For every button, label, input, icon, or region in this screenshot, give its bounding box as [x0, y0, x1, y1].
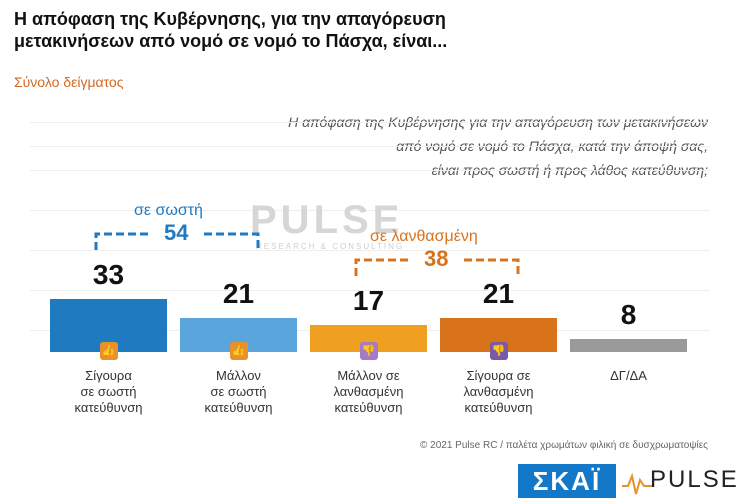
group-bracket-wrong [354, 258, 520, 276]
gridline [30, 170, 710, 171]
category-label-line: Μάλλον [216, 368, 261, 383]
gridline [30, 290, 710, 291]
category-label-line: σε σωστή [80, 384, 137, 399]
survey-question: Η απόφαση της Κυβέρνησης για την απαγόρε… [148, 110, 708, 182]
gridline [30, 122, 710, 123]
thumbs-up-icon: 👍 [229, 342, 248, 360]
skai-logo: ΣΚΑΪ [518, 464, 616, 498]
group-total-wrong: 38 [424, 246, 449, 271]
category-label-line: Σίγουρα [85, 368, 132, 383]
bar-value-label: 17 [352, 284, 385, 316]
footer-palette-note: παλέτα χρωμάτων φιλική σε δυσχρωματοψίες [505, 440, 708, 451]
category-label-line: κατεύθυνση [464, 400, 533, 415]
gridline [30, 146, 710, 147]
category-label: ΔΓ/ΔΑ [570, 368, 687, 384]
footer-separator: / [500, 440, 503, 451]
gridline [30, 210, 710, 211]
double-thumbs-up-icon: 👍 [99, 342, 118, 360]
category-label: Σίγουρα σε λανθασμένη κατεύθυνση [440, 368, 557, 416]
gridline [30, 250, 710, 251]
bar-value-label: 33 [92, 259, 125, 291]
category-label: Σίγουρα σε σωστή κατεύθυνση [50, 368, 167, 416]
category-label-line: κατεύθυνση [334, 400, 403, 415]
chart-title-line1: Η απόφαση της Κυβέρνησης, για την απαγόρ… [14, 9, 446, 29]
group-label-right: σε σωστή [134, 202, 203, 219]
bar-value-label: 8 [620, 299, 637, 331]
category-label: Μάλλον σε λανθασμένη κατεύθυνση [310, 368, 427, 416]
category-label-line: λανθασμένη [333, 384, 404, 399]
category-label: Μάλλον σε σωστή κατεύθυνση [180, 368, 297, 416]
footer-credits: © 2021 Pulse RC / παλέτα χρωμάτων φιλική… [420, 440, 708, 451]
bar [570, 339, 687, 352]
category-label-line: λανθασμένη [463, 384, 534, 399]
chart-title: Η απόφαση της Κυβέρνησης, για την απαγόρ… [14, 8, 614, 52]
bar-value-label: 21 [482, 278, 515, 310]
chart-subtitle: Σύνολο δείγματος [14, 74, 124, 90]
footer-copyright: © 2021 Pulse RC [420, 440, 498, 451]
category-label-line: Μάλλον σε [337, 368, 400, 383]
pulse-logo: PULSE [650, 466, 739, 493]
category-label-line: κατεύθυνση [74, 400, 143, 415]
double-thumbs-down-icon: 👎 [489, 342, 508, 360]
category-label-line: Σίγουρα σε [466, 368, 531, 383]
thumbs-down-icon: 👎 [359, 342, 378, 360]
bar-value-label: 21 [222, 278, 255, 310]
category-label-line: σε σωστή [210, 384, 267, 399]
category-label-line: ΔΓ/ΔΑ [610, 368, 647, 383]
group-total-right: 54 [164, 220, 189, 245]
pulse-watermark: PULSE [250, 198, 404, 242]
pulse-wave-icon [622, 472, 652, 495]
group-bracket-right [94, 232, 260, 250]
pulse-watermark-subtitle: RESEARCH & CONSULTING [256, 242, 405, 251]
group-label-wrong: σε λανθασμένη [370, 228, 478, 245]
category-label-line: κατεύθυνση [204, 400, 273, 415]
chart-title-line2: μετακινήσεων από νομό σε νομό το Πάσχα, … [14, 31, 448, 51]
